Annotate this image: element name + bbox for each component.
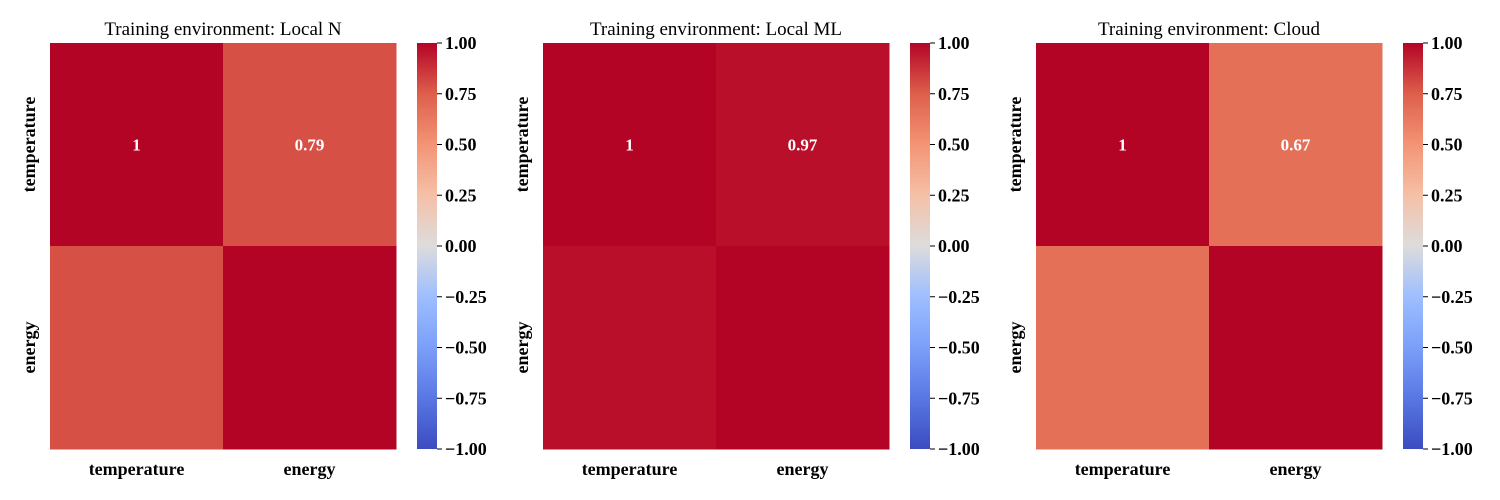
cell-annotation: 1 bbox=[132, 136, 141, 155]
colorbar bbox=[1403, 43, 1423, 449]
heatmap-panel-3: Training environment: Cloud 1 0.67 temperat… bbox=[1005, 19, 1473, 479]
colorbar-tick-label: 0.00 bbox=[938, 236, 970, 256]
x-tick-label: energy bbox=[1270, 459, 1322, 479]
colorbar-tick-label: 1.00 bbox=[938, 33, 970, 53]
y-tick-label: energy bbox=[1005, 322, 1025, 374]
cell-annotation: 0.67 bbox=[1281, 136, 1311, 155]
colorbar-tick-label: 1.00 bbox=[445, 33, 477, 53]
colorbar-tick-label: −0.50 bbox=[1431, 338, 1473, 358]
colorbar-tick-label: 1.00 bbox=[1431, 33, 1463, 53]
colorbar-tick-label: −0.25 bbox=[445, 287, 487, 307]
y-tick-label: temperature bbox=[1005, 97, 1025, 193]
colorbar bbox=[910, 43, 930, 449]
colorbar-tick-label: −0.25 bbox=[1431, 287, 1473, 307]
heatmap-cell-1-0 bbox=[1036, 246, 1210, 450]
colorbar-tick-label: −0.50 bbox=[445, 338, 487, 358]
colorbar-tick-label: 0.75 bbox=[445, 84, 477, 104]
colorbar-tick-label: −0.75 bbox=[1431, 388, 1473, 408]
heatmap-cell-0-1 bbox=[1209, 43, 1383, 247]
chart-title: Training environment: Cloud bbox=[1098, 19, 1321, 40]
heatmap-cell-0-0 bbox=[1036, 43, 1210, 247]
colorbar-tick-label: −1.00 bbox=[1431, 439, 1473, 459]
cell-annotation: 0.79 bbox=[295, 136, 325, 155]
y-tick-label: energy bbox=[19, 322, 39, 374]
heatmap-cell-0-0 bbox=[50, 43, 224, 247]
colorbar-tick-label: −0.25 bbox=[938, 287, 980, 307]
cell-annotation: 0.97 bbox=[788, 136, 818, 155]
colorbar-tick-label: −1.00 bbox=[445, 439, 487, 459]
colorbar-tick-label: 0.50 bbox=[445, 135, 477, 155]
heatmap-cell-1-0 bbox=[50, 246, 224, 450]
x-tick-label: energy bbox=[284, 459, 336, 479]
y-tick-label: energy bbox=[512, 322, 532, 374]
colorbar-tick-label: 0.00 bbox=[1431, 236, 1463, 256]
heatmap-cell-0-0 bbox=[543, 43, 717, 247]
x-tick-label: temperature bbox=[582, 459, 678, 479]
colorbar-tick-label: −0.50 bbox=[938, 338, 980, 358]
chart-title: Training environment: Local N bbox=[104, 19, 342, 40]
colorbar-tick-label: 0.25 bbox=[445, 185, 477, 205]
x-tick-label: temperature bbox=[1075, 459, 1171, 479]
cell-annotation: 1 bbox=[625, 136, 634, 155]
colorbar-tick-label: −0.75 bbox=[938, 388, 980, 408]
heatmap-cell-1-1 bbox=[716, 246, 890, 450]
heatmap-panel-2: Training environment: Local ML 1 0.97 tempe… bbox=[512, 19, 980, 479]
heatmap-cell-0-1 bbox=[716, 43, 890, 247]
colorbar-tick-label: 0.25 bbox=[938, 185, 970, 205]
heatmap-cell-1-1 bbox=[1209, 246, 1383, 450]
colorbar-tick-label: −1.00 bbox=[938, 439, 980, 459]
colorbar-tick-label: 0.75 bbox=[1431, 84, 1463, 104]
colorbar-tick-label: 0.75 bbox=[938, 84, 970, 104]
colorbar bbox=[417, 43, 437, 449]
chart-title: Training environment: Local ML bbox=[590, 19, 842, 40]
x-tick-label: energy bbox=[777, 459, 829, 479]
y-tick-label: temperature bbox=[19, 97, 39, 193]
heatmap-panel-1: Training environment: Local N 1 0.79 temper… bbox=[19, 19, 487, 479]
x-tick-label: temperature bbox=[89, 459, 185, 479]
cell-annotation: 1 bbox=[1118, 136, 1127, 155]
heatmap-cell-1-0 bbox=[543, 246, 717, 450]
y-tick-label: temperature bbox=[512, 97, 532, 193]
colorbar-tick-label: 0.00 bbox=[445, 236, 477, 256]
heatmap-cell-1-1 bbox=[223, 246, 397, 450]
colorbar-tick-label: 0.50 bbox=[1431, 135, 1463, 155]
colorbar-tick-label: −0.75 bbox=[445, 388, 487, 408]
colorbar-tick-label: 0.50 bbox=[938, 135, 970, 155]
colorbar-tick-label: 0.25 bbox=[1431, 185, 1463, 205]
heatmap-cell-0-1 bbox=[223, 43, 397, 247]
